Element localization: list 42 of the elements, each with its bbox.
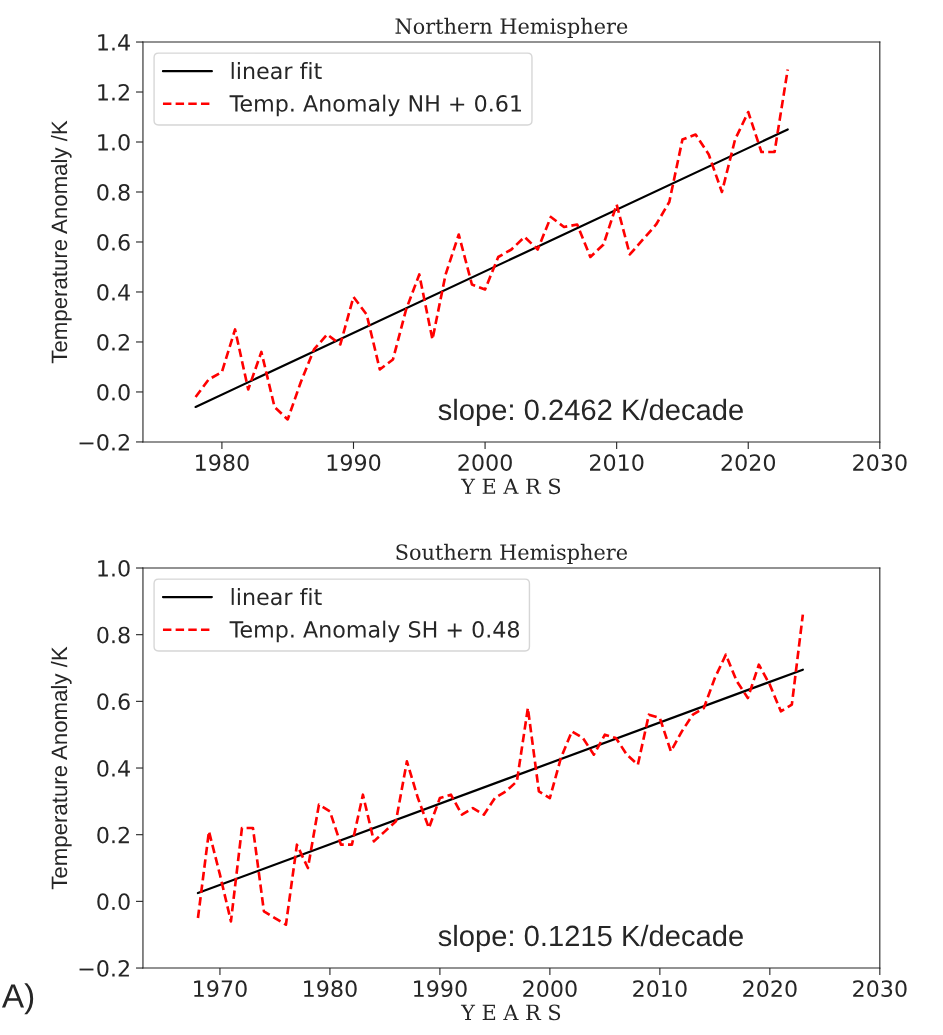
x-tick-label: 1970 xyxy=(194,980,247,998)
y-tick-label: 1.0 xyxy=(98,133,130,151)
y-tick-label: 0.8 xyxy=(97,183,130,201)
y-tick-label: 0.6 xyxy=(97,693,130,711)
x-tick-label: 2020 xyxy=(721,454,776,471)
x-tick-label: 1980 xyxy=(304,980,357,998)
y-axis-title: Temperature Anomaly /K xyxy=(50,646,72,890)
x-tick-label: 2000 xyxy=(523,980,577,998)
legend-label: linear fit xyxy=(231,588,322,606)
x-axis-title: Y E A R S xyxy=(460,1004,561,1021)
x-tick-label: 1990 xyxy=(327,454,381,471)
chart-title: Northern Hemisphere xyxy=(395,17,628,39)
x-axis-title: Y E A R S xyxy=(460,478,561,495)
y-tick-label: 0.8 xyxy=(97,626,130,644)
y-tick-label: 0.6 xyxy=(97,233,130,251)
x-tick-label: 2010 xyxy=(633,980,687,998)
y-tick-label: 0.2 xyxy=(97,333,129,351)
annotation: slope: 0.2462 K/decade xyxy=(438,398,743,426)
legend-label: linear fit xyxy=(231,62,322,80)
legend-label: Temp. Anomaly SH + 0.48 xyxy=(229,620,520,643)
x-tick-label: 2020 xyxy=(743,980,797,998)
y-axis-title: Temperature Anomaly /K xyxy=(50,120,72,364)
x-tick-label: 2000 xyxy=(458,454,512,471)
x-tick-label: 1990 xyxy=(414,980,467,998)
y-tick-label: 1.2 xyxy=(98,83,129,101)
x-tick-label: 2030 xyxy=(853,454,907,471)
x-tick-label: 2010 xyxy=(590,454,644,471)
y-tick-label: 1.0 xyxy=(98,559,130,577)
y-tick-label: 0.2 xyxy=(97,826,129,844)
y-tick-label: −0.2 xyxy=(79,433,129,451)
y-tick-label: 1.4 xyxy=(98,34,130,51)
chart-title: Southern Hemisphere xyxy=(396,543,628,565)
x-tick-label: 2030 xyxy=(853,980,907,998)
annotation: slope: 0.1215 K/decade xyxy=(438,924,743,953)
y-tick-label: 0.0 xyxy=(97,383,130,401)
y-tick-label: 0.0 xyxy=(97,893,130,911)
y-tick-label: 0.4 xyxy=(97,759,130,777)
y-tick-label: 0.4 xyxy=(97,283,130,301)
x-tick-label: 1980 xyxy=(196,454,249,471)
text: A) xyxy=(1,983,34,1015)
legend-label: Temp. Anomaly NH + 0.61 xyxy=(229,94,522,117)
y-tick-label: −0.2 xyxy=(79,959,129,977)
